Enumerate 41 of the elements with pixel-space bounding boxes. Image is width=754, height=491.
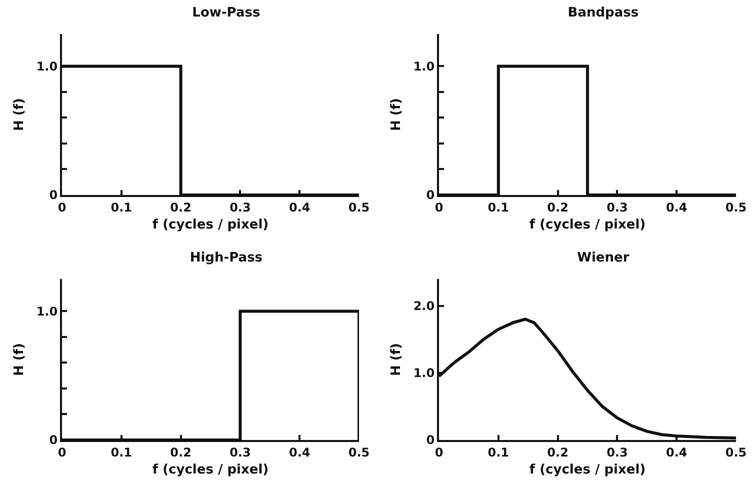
x-tick-label: 0.2: [547, 200, 568, 214]
x-tick-label: 0.4: [288, 200, 310, 214]
y-tick-label: 0: [426, 433, 435, 448]
x-tick-label: 0.5: [725, 445, 747, 460]
x-axis-title: f (cycles / pixel): [152, 462, 269, 478]
x-tick-label: 0.2: [170, 445, 192, 460]
x-tick-label: 0.2: [170, 200, 192, 214]
y-tick-label: 0: [49, 188, 58, 202]
x-tick-label: 0.2: [547, 445, 568, 460]
x-tick-label: 0.5: [348, 200, 370, 214]
x-tick-label: 0.4: [288, 445, 310, 460]
x-tick-label: 0.3: [606, 445, 628, 460]
x-tick-label: 0.5: [348, 445, 370, 460]
chart-title: Bandpass: [568, 5, 639, 20]
y-axis-title: H (f): [12, 343, 27, 376]
y-tick-label: 1.0: [36, 59, 58, 74]
x-axis-title: f (cycles / pixel): [529, 462, 646, 478]
chart-title: High-Pass: [190, 250, 263, 266]
y-axis-title: H (f): [12, 98, 27, 131]
y-tick-label: 1.0: [413, 366, 435, 380]
chart-title: Wiener: [577, 250, 630, 266]
y-tick-label: 1.0: [36, 304, 58, 318]
x-tick-label: 0.5: [725, 200, 747, 214]
chart-title: Low-Pass: [192, 5, 260, 20]
y-tick-label: 2.0: [413, 299, 435, 314]
y-tick-label: 0: [49, 433, 58, 448]
x-tick-label: 0.1: [488, 200, 510, 214]
x-tick-label: 0.4: [666, 445, 688, 460]
x-tick-label: 0.3: [606, 200, 628, 214]
x-tick-label: 0.1: [110, 445, 132, 460]
x-tick-label: 0.3: [230, 445, 251, 460]
x-axis-title: f (cycles / pixel): [529, 218, 646, 232]
y-tick-label: 1.0: [413, 59, 435, 74]
y-axis-title: H (f): [388, 98, 404, 131]
x-tick-label: 0.1: [110, 200, 132, 214]
y-tick-label: 0: [426, 188, 435, 202]
y-axis-title: H (f): [388, 343, 404, 376]
x-tick-label: 0.3: [230, 200, 251, 214]
x-tick-label: 0.4: [666, 200, 688, 214]
x-tick-label: 0.1: [488, 445, 510, 460]
x-axis-title: f (cycles / pixel): [152, 218, 269, 232]
